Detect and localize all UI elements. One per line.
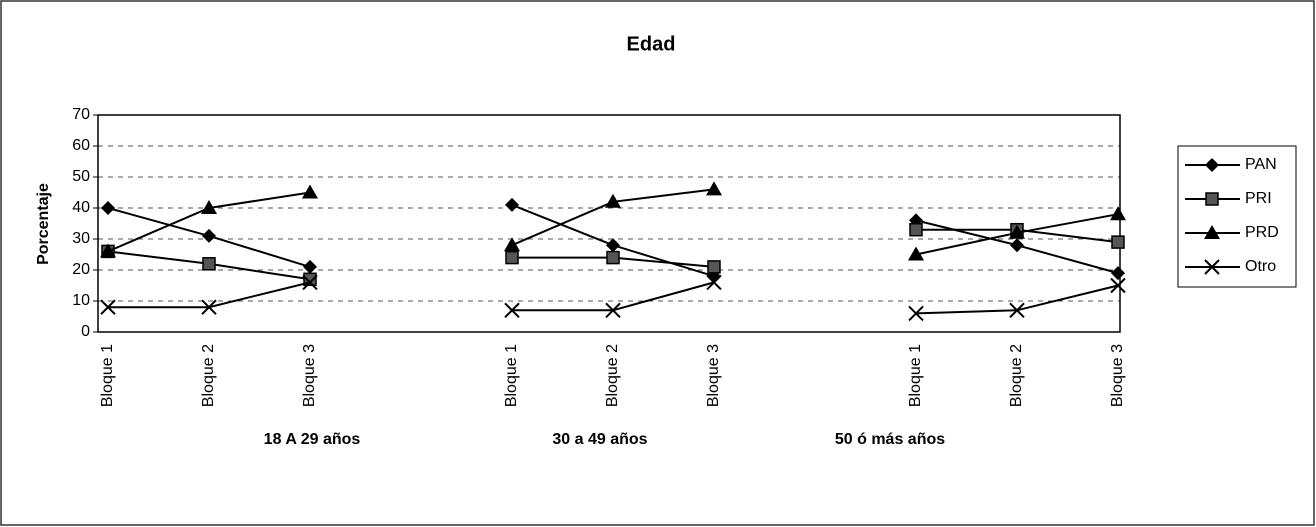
x-tick-label: Bloque 1 — [503, 344, 520, 407]
chart-title: Edad — [627, 33, 676, 55]
marker — [202, 228, 216, 243]
marker — [201, 299, 217, 315]
marker — [504, 237, 520, 252]
legend-marker — [1205, 158, 1219, 172]
marker — [1009, 302, 1025, 319]
marker — [201, 200, 217, 214]
legend-label: PRD — [1245, 224, 1279, 241]
legend-label: PAN — [1245, 156, 1277, 173]
x-tick-label: Bloque 3 — [705, 344, 722, 407]
marker — [202, 257, 216, 271]
plot-area — [97, 114, 1121, 333]
legend-marker — [1204, 225, 1220, 239]
y-tick-label: 60 — [72, 137, 90, 154]
legend-label: PRI — [1245, 190, 1272, 207]
x-tick-label: Bloque 2 — [604, 344, 621, 407]
marker — [1009, 224, 1025, 239]
marker — [1010, 238, 1024, 253]
marker — [909, 222, 923, 237]
marker — [1110, 277, 1126, 294]
marker — [505, 197, 519, 212]
marker — [706, 181, 722, 196]
marker — [505, 250, 519, 265]
x-tick-label: Bloque 1 — [907, 344, 924, 407]
marker — [101, 201, 115, 215]
series-line — [108, 281, 1119, 315]
x-tick-label: Bloque 2 — [1008, 344, 1025, 407]
marker — [1111, 266, 1125, 281]
marker — [303, 259, 317, 274]
marker — [908, 305, 924, 322]
y-tick-label: 40 — [72, 199, 90, 216]
y-tick-label: 0 — [81, 323, 90, 340]
x-tick-label: Bloque 2 — [200, 344, 217, 407]
legend-marker — [1205, 192, 1219, 206]
y-tick-label: 50 — [72, 168, 90, 185]
y-tick-label: 20 — [72, 261, 90, 278]
y-axis-label: Porcentaje — [35, 183, 52, 265]
marker — [606, 238, 620, 253]
marker — [605, 302, 621, 319]
y-tick-label: 10 — [72, 292, 90, 309]
marker — [100, 243, 116, 258]
marker — [606, 250, 620, 265]
marker — [605, 193, 621, 208]
marker — [504, 302, 520, 319]
marker — [707, 260, 721, 274]
group-label: 50 ó más años — [835, 431, 945, 448]
legend-label: Otro — [1245, 258, 1276, 275]
y-tick-label: 70 — [72, 106, 90, 123]
x-tick-label: Bloque 3 — [1109, 344, 1126, 407]
marker — [706, 274, 722, 291]
marker — [100, 299, 116, 315]
group-label: 18 A 29 años — [264, 431, 361, 448]
group-label: 30 a 49 años — [552, 431, 647, 448]
x-tick-label: Bloque 1 — [99, 344, 116, 407]
legend-box — [1177, 145, 1297, 288]
y-tick-label: 30 — [72, 230, 90, 247]
marker — [1111, 235, 1125, 249]
x-tick-label: Bloque 3 — [301, 344, 318, 407]
legend-marker — [1204, 259, 1220, 275]
marker — [302, 274, 318, 291]
marker — [302, 184, 318, 199]
marker — [1110, 206, 1126, 221]
marker — [908, 246, 924, 261]
